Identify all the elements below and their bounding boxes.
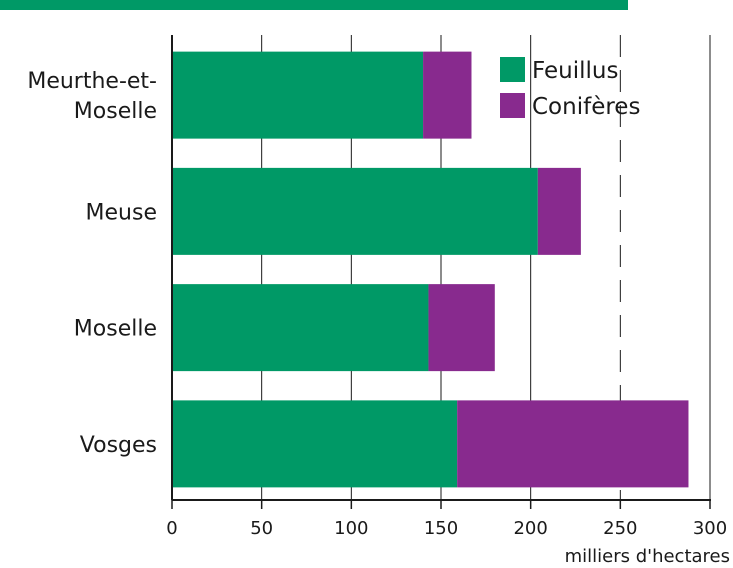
x-tick-label-0: 0 bbox=[166, 518, 177, 539]
legend-swatch-coniferes bbox=[500, 93, 525, 118]
category-labels: Meurthe-et- Moselle Meuse Moselle Vosges bbox=[27, 69, 157, 458]
x-tick-label-250: 250 bbox=[603, 518, 637, 539]
x-tick-label-50: 50 bbox=[250, 518, 273, 539]
bar-feuillus-1 bbox=[172, 167, 538, 255]
header-bar bbox=[0, 0, 628, 10]
x-tick-label-200: 200 bbox=[513, 518, 547, 539]
legend: Feuillus Conifères bbox=[500, 57, 640, 120]
legend-label-coniferes: Conifères bbox=[532, 94, 640, 120]
category-label-1-0: Meuse bbox=[86, 200, 157, 225]
bars bbox=[172, 51, 689, 488]
legend-swatch-feuillus bbox=[500, 57, 525, 82]
category-label-3-0: Vosges bbox=[80, 433, 157, 458]
legend-label-feuillus: Feuillus bbox=[532, 58, 618, 84]
bar-feuillus-3 bbox=[172, 400, 458, 488]
x-tick-label-300: 300 bbox=[693, 518, 727, 539]
bar-coniferes-1 bbox=[537, 167, 581, 255]
bar-feuillus-2 bbox=[172, 284, 429, 372]
x-axis-ticks: 0 50 100 150 200 250 300 bbox=[166, 500, 727, 539]
bar-coniferes-2 bbox=[428, 284, 495, 372]
bar-coniferes-0 bbox=[423, 51, 472, 139]
bar-coniferes-3 bbox=[457, 400, 689, 488]
category-label-2-0: Moselle bbox=[74, 317, 157, 342]
category-label-0-0: Meurthe-et- bbox=[27, 69, 157, 94]
category-label-0-1: Moselle bbox=[74, 99, 157, 124]
bar-feuillus-0 bbox=[172, 51, 424, 139]
x-tick-label-100: 100 bbox=[334, 518, 368, 539]
x-tick-label-150: 150 bbox=[424, 518, 458, 539]
x-axis-unit-label: milliers d'hectares bbox=[565, 546, 730, 567]
